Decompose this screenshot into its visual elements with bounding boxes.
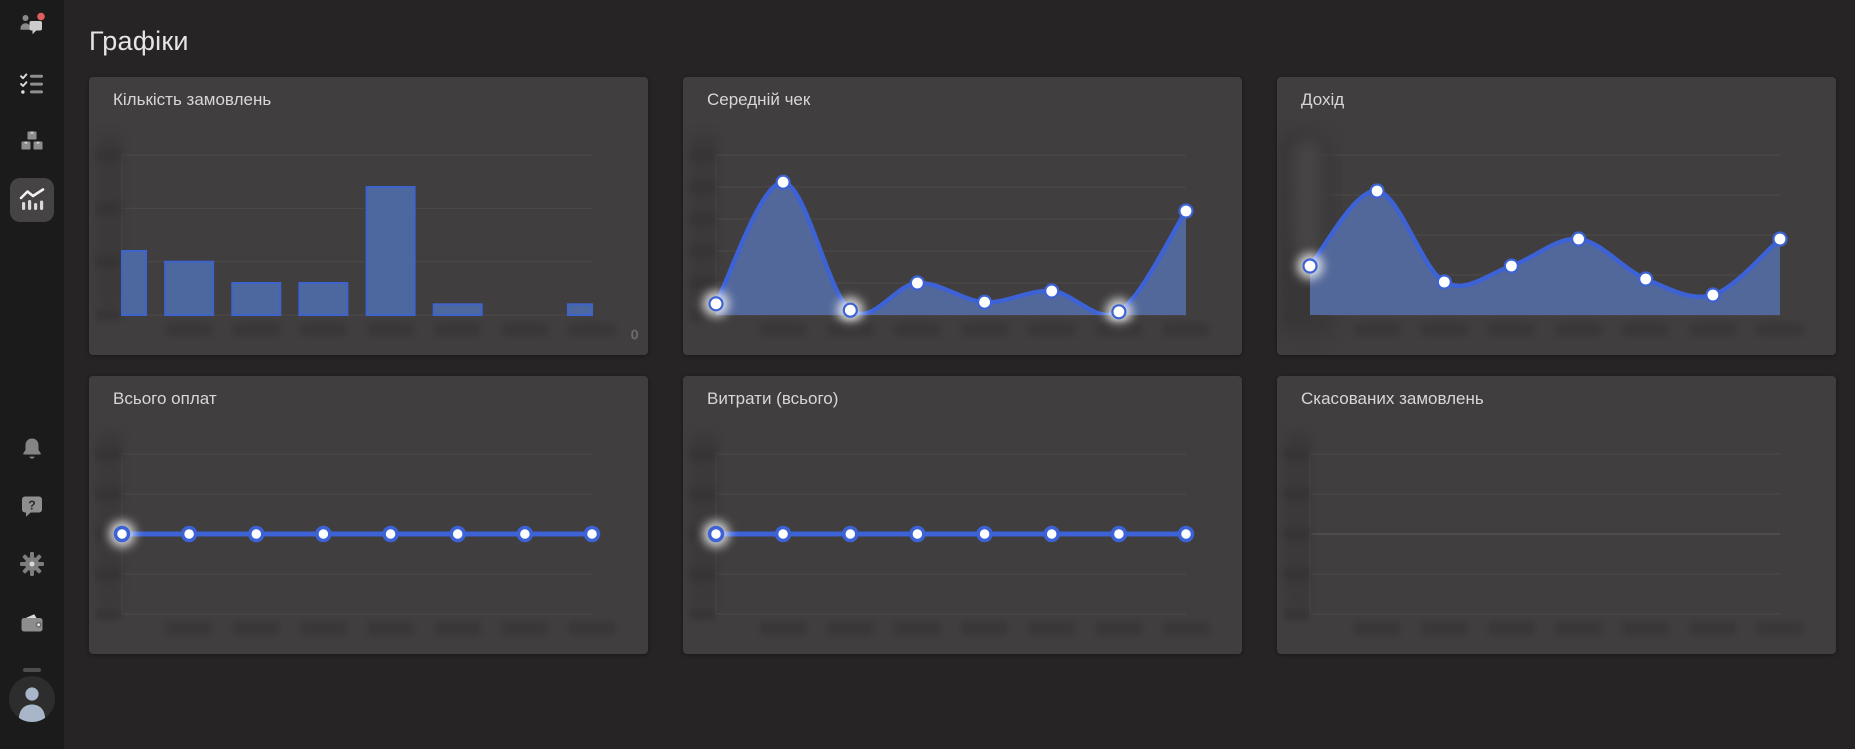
bell-icon [19,436,45,462]
sidebar-item-clients[interactable] [19,12,45,38]
chart-card-orders-count: Кількість замовлень 0 [89,77,648,355]
chart-title: Витрати (всього) [707,389,839,408]
sidebar: ? [0,0,64,749]
sidebar-item-notifications[interactable] [19,436,45,462]
chart-canvas[interactable] [683,77,1242,355]
gear-icon [19,551,45,577]
sidebar-divider [23,668,41,672]
wallet-icon [19,611,45,637]
people-chat-icon [19,12,45,38]
chart-title: Всього оплат [113,389,217,408]
sidebar-item-settings[interactable] [19,551,45,577]
chart-title: Кількість замовлень [113,90,272,109]
help-icon: ? [19,493,45,519]
svg-text:?: ? [28,498,36,512]
chart-canvas[interactable] [1277,376,1836,654]
chart-icon [18,186,46,214]
boxes-icon [19,129,45,155]
user-avatar[interactable] [9,676,55,722]
chart-canvas[interactable] [683,376,1242,654]
chart-canvas[interactable] [89,376,648,654]
notification-badge [37,12,45,21]
chart-card-cancelled-orders: Скасованих замовлень [1277,376,1836,654]
sidebar-item-help[interactable]: ? [19,493,45,519]
sidebar-item-analytics[interactable] [10,178,54,222]
avatar-icon [9,676,55,726]
sidebar-item-products[interactable] [19,129,45,155]
charts-grid: Кількість замовлень 0 Середній чек Дохід… [89,77,1855,654]
checklist-icon [19,71,45,97]
page-title: Графіки [89,26,189,56]
chart-card-expenses-total: Витрати (всього) [683,376,1242,654]
sidebar-item-billing[interactable] [19,611,45,637]
main-content: Графіки Кількість замовлень 0 Середній ч… [64,0,1855,749]
chart-title: Дохід [1301,90,1345,109]
chart-title: Середній чек [707,90,811,109]
chart-card-income: Дохід [1277,77,1836,355]
svg-text:0: 0 [631,327,638,342]
chart-canvas[interactable]: 0 [89,77,648,355]
chart-canvas[interactable] [1277,77,1836,355]
chart-card-average-check: Середній чек [683,77,1242,355]
sidebar-item-orders[interactable] [19,71,45,97]
chart-card-total-payments: Всього оплат [89,376,648,654]
chart-title: Скасованих замовлень [1301,389,1484,408]
